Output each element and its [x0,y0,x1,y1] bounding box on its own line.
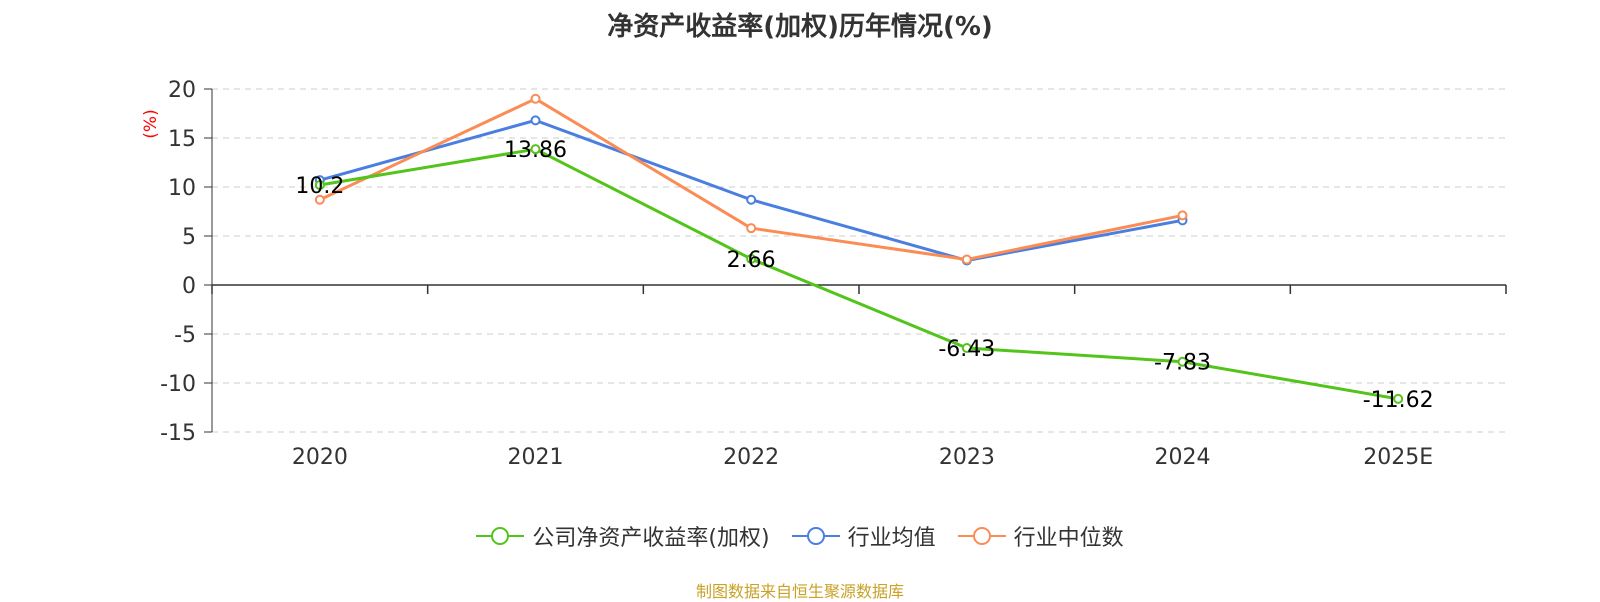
data-point [1393,393,1404,404]
legend-item-industry-mean[interactable]: 行业均值 [791,520,936,552]
data-label: 10.2 [295,174,344,199]
x-tick-label: 2021 [508,445,564,470]
legend-item-company-roe[interactable]: 公司净资产收益率(加权) [476,520,770,552]
data-point [530,144,541,155]
y-axis-label: (%) [141,109,161,138]
data-point [314,180,325,191]
data-point [746,194,757,205]
y-tick-label: -5 [174,323,196,348]
chart-title: 净资产收益率(加权)历年情况(%) [607,12,993,42]
data-point [961,254,972,265]
legend-label: 行业均值 [847,526,936,551]
x-tick-label: 2022 [723,445,779,470]
data-label: 13.86 [504,138,567,163]
legend-line-marker-icon [957,525,1006,547]
series-line [319,118,1183,262]
x-tick-label: 2024 [1155,445,1211,470]
y-tick-label: 0 [182,274,196,299]
x-tick-label: 2023 [939,445,995,470]
data-point [746,253,757,264]
y-tick-label: 20 [168,78,196,103]
legend-item-industry-median[interactable]: 行业中位数 [957,520,1124,552]
y-tick-label: 10 [168,176,196,201]
data-point [1177,356,1188,367]
data-label: -7.83 [1154,351,1211,376]
data-label: -11.62 [1363,388,1434,413]
series-line [319,97,1183,262]
data-point [530,115,541,126]
legend-label: 行业中位数 [1013,526,1124,551]
data-label: 2.66 [727,248,776,273]
data-point [961,343,972,354]
y-tick-label: -15 [160,421,196,446]
data-point [530,93,541,104]
y-tick-label: 15 [168,127,196,152]
data-point [314,194,325,205]
y-tick-label: -10 [160,372,196,397]
data-point [746,223,757,234]
legend-line-marker-icon [476,525,525,547]
data-source-note: 制图数据来自恒生聚源数据库 [695,582,904,601]
x-tick-label: 2025E [1363,445,1433,470]
data-point [1177,210,1188,221]
legend-label: 公司净资产收益率(加权) [532,526,770,551]
chart-legend: 公司净资产收益率(加权) 行业均值 行业中位数 [0,520,1600,552]
legend-line-marker-icon [791,525,840,547]
y-tick-label: 5 [182,225,196,250]
data-label: -6.43 [938,337,995,362]
x-tick-label: 2020 [292,445,348,470]
series-line [319,147,1399,401]
